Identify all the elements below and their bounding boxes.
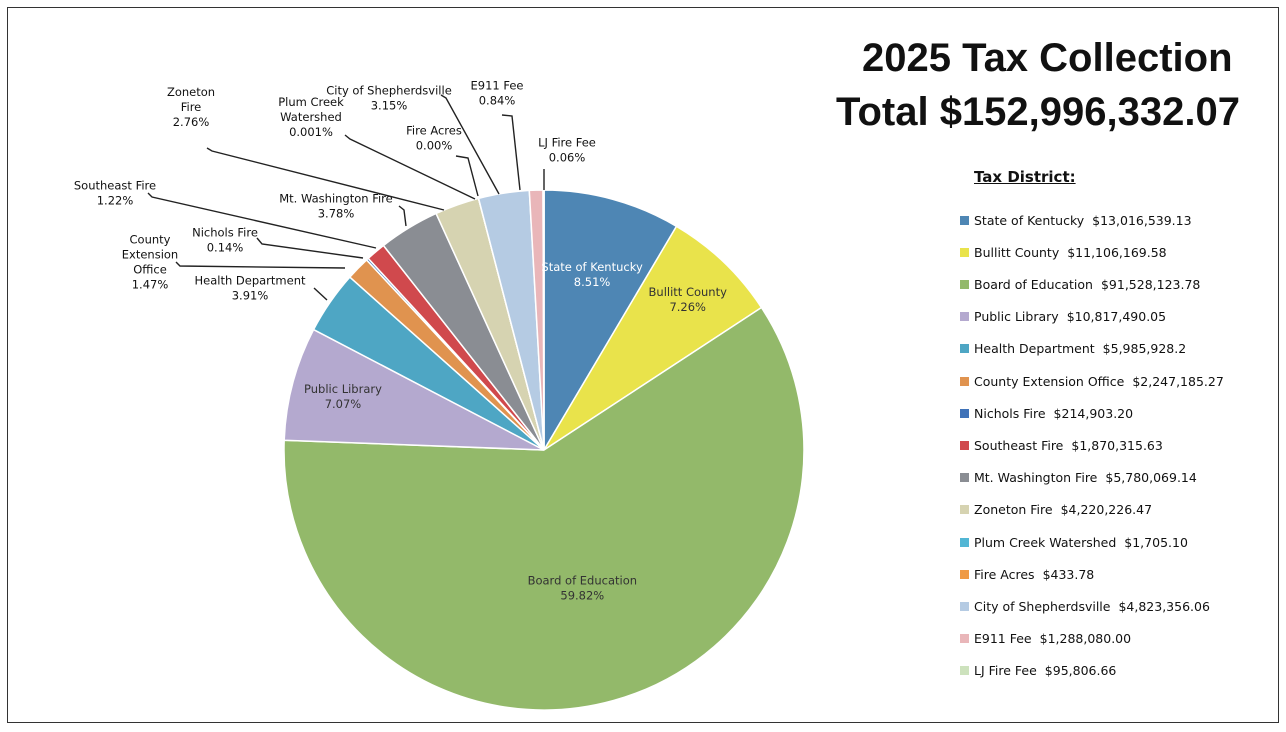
legend-swatch <box>960 601 969 611</box>
legend-amount: $10,817,490.05 <box>1066 309 1167 325</box>
legend-item-public-library: Public Library $10,817,490.05 <box>960 307 1166 327</box>
legend-label: City of Shepherdsville <box>974 598 1111 614</box>
legend-amount: $95,806.66 <box>1044 663 1117 679</box>
legend-item-southeast-fire: Southeast Fire $1,870,315.63 <box>960 435 1163 455</box>
legend-item-fire-acres: Fire Acres $433.78 <box>960 564 1094 584</box>
legend-amount: $1,288,080.00 <box>1039 631 1132 647</box>
leader-line-e911-fee <box>501 114 521 191</box>
legend-swatch <box>960 247 969 257</box>
slice-label-public-library: Public Library 7.07% <box>304 382 382 411</box>
legend-item-health-department: Health Department $5,985,928.2 <box>960 339 1186 359</box>
legend-amount: $1,705.10 <box>1124 534 1188 550</box>
leader-line-southeast-fire <box>147 192 377 249</box>
legend-swatch <box>960 279 969 289</box>
legend-item-state-of-kentucky: State of Kentucky $13,016,539.13 <box>960 210 1192 230</box>
legend-amount: $5,780,069.14 <box>1105 470 1197 486</box>
legend-amount: $5,985,928.2 <box>1102 341 1187 357</box>
legend-amount: $4,220,226.47 <box>1060 502 1153 518</box>
callout-label-plum-creek-watershed: Plum Creek Watershed 0.001% <box>278 95 344 139</box>
legend-label: E911 Fee <box>974 631 1032 647</box>
legend-label: LJ Fire Fee <box>974 663 1037 679</box>
legend-label: Fire Acres <box>974 566 1035 582</box>
legend-label: County Extension Office <box>974 373 1125 389</box>
legend-item-zoneton-fire: Zoneton Fire $4,220,226.47 <box>960 500 1152 520</box>
callout-label-zoneton-fire: Zoneton Fire 2.76% <box>167 85 215 129</box>
pie-slice-lj-fire-fee <box>542 189 545 451</box>
legend-item-nichols-fire: Nichols Fire $214,903.20 <box>960 403 1133 423</box>
legend-item-e911-fee: E911 Fee $1,288,080.00 <box>960 629 1131 649</box>
pie-slice-state-of-kentucky <box>543 189 678 453</box>
leader-line-mt-washington-fire <box>398 205 407 227</box>
slice-label-state-of-kentucky: State of Kentucky 8.51% <box>541 260 643 289</box>
legend-label: Plum Creek Watershed <box>974 534 1117 550</box>
legend-label: Mt. Washington Fire <box>974 470 1098 486</box>
legend-swatch <box>960 344 969 354</box>
pie-slice-bullitt-county <box>543 225 763 451</box>
callout-label-e911-fee: E911 Fee 0.84% <box>470 79 523 108</box>
legend-amount: $2,247,185.27 <box>1132 373 1224 389</box>
callout-label-southeast-fire: Southeast Fire 1.22% <box>74 179 156 208</box>
leader-line-nichols-fire <box>256 237 364 259</box>
callout-label-mt-washington-fire: Mt. Washington Fire 3.78% <box>279 192 393 221</box>
legend-label: Nichols Fire <box>974 405 1046 421</box>
legend-swatch <box>960 634 969 644</box>
legend-amount: $214,903.20 <box>1053 405 1134 421</box>
legend-swatch <box>960 537 969 547</box>
legend-item-mt-washington-fire: Mt. Washington Fire $5,780,069.14 <box>960 468 1197 488</box>
legend-label: Zoneton Fire <box>974 502 1053 518</box>
legend-amount: $4,823,356.06 <box>1118 598 1210 614</box>
legend-swatch <box>960 505 969 515</box>
callout-label-county-extension-office: County Extension Office 1.47% <box>122 233 178 292</box>
legend-label: Health Department <box>974 341 1095 357</box>
callout-label-city-of-shepherdsville: City of Shepherdsville 3.15% <box>326 84 452 113</box>
callout-label-lj-fire-fee: LJ Fire Fee 0.06% <box>538 136 596 165</box>
legend-item-plum-creek-watershed: Plum Creek Watershed $1,705.10 <box>960 532 1188 552</box>
legend-amount: $1,870,315.63 <box>1071 437 1163 453</box>
leader-line-fire-acres <box>455 155 479 197</box>
legend-swatch <box>960 376 969 386</box>
chart-title: 2025 Tax Collection <box>862 36 1233 80</box>
legend-title: Tax District: <box>974 168 1076 186</box>
leader-line-zoneton-fire <box>206 147 445 211</box>
leader-line-plum-creek-watershed <box>344 134 476 200</box>
pie-slice-public-library <box>283 328 545 451</box>
legend-label: Public Library <box>974 309 1059 325</box>
legend-label: Southeast Fire <box>974 437 1064 453</box>
leader-line-health-department <box>313 287 328 301</box>
legend-swatch <box>960 215 969 225</box>
legend-swatch <box>960 408 969 418</box>
legend-amount: $433.78 <box>1042 566 1095 582</box>
legend-swatch <box>960 440 969 450</box>
legend-item-county-extension-office: County Extension Office $2,247,185.27 <box>960 371 1224 391</box>
legend-amount: $91,528,123.78 <box>1100 276 1201 292</box>
leader-line-county-extension-office <box>175 261 346 269</box>
pie-slice-board-of-education <box>283 306 805 711</box>
legend-swatch <box>960 666 969 676</box>
legend-swatch <box>960 473 969 483</box>
slice-label-bullitt-county: Bullitt County 7.26% <box>649 285 728 314</box>
legend-amount: $11,106,169.58 <box>1067 244 1167 260</box>
legend-item-lj-fire-fee: LJ Fire Fee $95,806.66 <box>960 661 1116 681</box>
callout-label-health-department: Health Department 3.91% <box>194 274 305 303</box>
legend-label: State of Kentucky <box>974 212 1085 228</box>
legend-item-board-of-education: Board of Education $91,528,123.78 <box>960 274 1200 294</box>
legend-label: Bullitt County <box>974 244 1060 260</box>
chart-frame <box>7 7 1279 723</box>
chart-subtitle-total: Total $152,996,332.07 <box>836 90 1240 134</box>
legend-amount: $13,016,539.13 <box>1092 212 1192 228</box>
legend-swatch <box>960 312 969 322</box>
callout-label-nichols-fire: Nichols Fire 0.14% <box>192 226 258 255</box>
callout-label-fire-acres: Fire Acres 0.00% <box>406 124 462 153</box>
legend-swatch <box>960 569 969 579</box>
legend-item-bullitt-county: Bullitt County $11,106,169.58 <box>960 242 1167 262</box>
leader-line-city-of-shepherdsville <box>440 94 500 195</box>
slice-label-board-of-education: Board of Education 59.82% <box>528 573 637 602</box>
legend-label: Board of Education <box>974 276 1093 292</box>
legend-item-city-of-shepherdsville: City of Shepherdsville $4,823,356.06 <box>960 596 1210 616</box>
